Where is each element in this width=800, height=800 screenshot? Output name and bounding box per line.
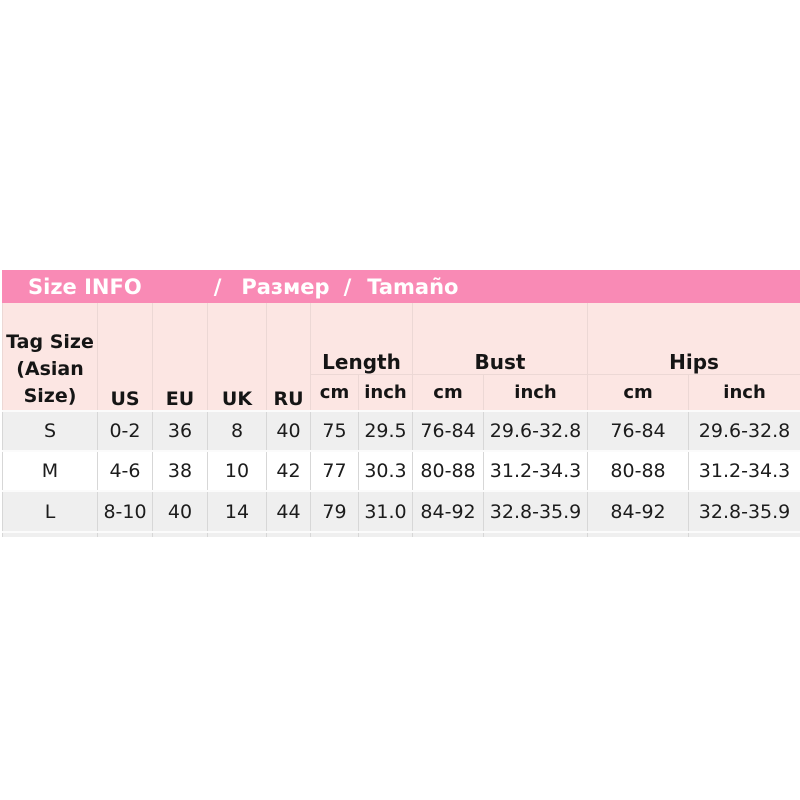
table-header-row-groups: Tag Size (Asian Size) US EU UK RU Length… [2,303,800,412]
table-cell [2,531,98,537]
title-russian: Размер [241,274,330,299]
size-row-s: S 0-2 36 8 40 75 29.5 76-84 29.6-32.8 76… [2,410,800,451]
table-cell: 8 [207,410,267,451]
table-cell [152,531,208,537]
unit-header-bust-cm: cm [412,373,485,412]
col-header-ru: RU [266,303,311,412]
table-cell [266,531,311,537]
corner-header-tag-size: Tag Size (Asian Size) [2,303,98,412]
col-header-eu: EU [152,303,208,412]
table-cell [587,531,690,537]
table-cell [412,531,485,537]
size-row-m: M 4-6 38 10 42 77 30.3 80-88 31.2-34.3 8… [2,450,800,491]
table-cell: 29.6-32.8 [688,410,800,451]
table-cell: 42 [266,450,311,491]
table-cell: 36 [152,410,208,451]
table-cell: 38 [152,450,208,491]
group-header-bust: Bust [412,303,589,375]
unit-header-length-cm: cm [310,373,359,412]
table-cell [688,531,800,537]
table-cell: 84-92 [587,490,690,532]
truncated-row [2,531,800,537]
unit-header-length-inch: inch [357,373,414,412]
table-cell: 32.8-35.9 [688,490,800,532]
title-separator: / [213,274,222,299]
size-row-l: L 8-10 40 14 44 79 31.0 84-92 32.8-35.9 … [2,490,800,532]
corner-header-line: Size) [23,385,77,407]
size-table: Tag Size (Asian Size) US EU UK RU Length… [2,303,800,537]
table-cell: 44 [266,490,311,532]
col-header-uk: UK [207,303,267,412]
size-chart: Size INFO / Размер / Tamaño Tag Size (As… [2,270,800,537]
corner-header-line: Tag Size [6,331,94,353]
table-cell: 29.6-32.8 [483,410,589,451]
table-cell [97,531,153,537]
unit-header-hips-inch: inch [688,373,800,412]
table-cell: 0-2 [97,410,153,451]
title-spanish: Tamaño [367,274,459,299]
table-cell: 75 [310,410,359,451]
table-cell: 31.2-34.3 [688,450,800,491]
group-header-length: Length [309,303,414,375]
table-cell: 29.5 [357,410,414,451]
title-english: Size INFO [28,274,142,299]
table-cell: 77 [310,450,359,491]
table-cell: 10 [207,450,267,491]
group-header-hips: Hips [587,303,800,375]
table-cell: 31.0 [357,490,414,532]
table-cell: 31.2-34.3 [483,450,589,491]
table-cell: 32.8-35.9 [483,490,589,532]
table-cell: 76-84 [587,410,690,451]
table-cell: 40 [152,490,208,532]
table-cell: 80-88 [412,450,485,491]
table-cell: 8-10 [97,490,153,532]
table-cell: 40 [266,410,311,451]
corner-header-line: (Asian [16,358,84,380]
table-cell: 4-6 [97,450,153,491]
table-cell: 30.3 [357,450,414,491]
table-cell: 79 [310,490,359,532]
table-cell [357,531,414,537]
table-cell: 84-92 [412,490,485,532]
unit-header-bust-inch: inch [483,373,589,412]
table-cell [483,531,589,537]
unit-header-hips-cm: cm [587,373,690,412]
table-cell: 14 [207,490,267,532]
row-label: M [2,450,98,491]
size-chart-title-bar: Size INFO / Размер / Tamaño [2,270,800,303]
table-header-row-units: cm inch cm inch cm inch [3,373,800,412]
title-separator: / [343,274,352,299]
col-header-us: US [97,303,153,412]
table-cell [207,531,267,537]
table-cell: 76-84 [412,410,485,451]
row-label: S [2,410,98,451]
table-cell [310,531,359,537]
table-cell: 80-88 [587,450,690,491]
row-label: L [2,490,98,532]
